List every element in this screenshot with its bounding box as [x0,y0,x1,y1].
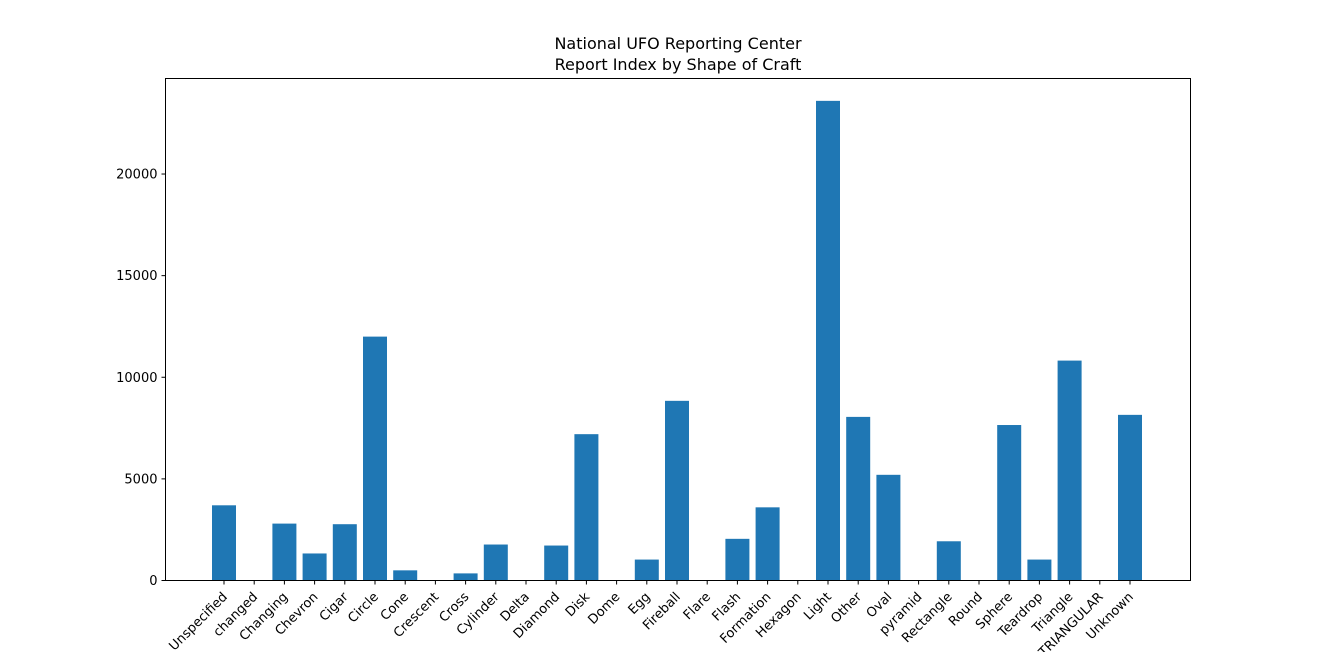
x-tick-label: Other [828,589,865,626]
plot-frame [165,78,1191,581]
chart-title: National UFO Reporting Center [554,34,801,53]
bar [1118,414,1142,581]
x-tick-label: Flare [681,590,714,623]
bar [755,507,780,581]
bar [302,553,327,581]
bar [332,524,357,581]
y-tick-label: 20000 [116,168,157,183]
bar [997,425,1022,581]
bar [634,559,659,581]
bar [212,505,236,581]
bars-group [212,100,1142,581]
x-tick-label: Circle [345,590,381,626]
x-tick-label: Dome [585,590,623,628]
bar [1057,360,1082,581]
y-tick-label: 5000 [124,472,157,487]
bar [1027,559,1052,581]
bar [846,416,871,581]
bar [453,573,478,581]
bar [876,474,901,581]
bar [483,544,508,581]
x-axis-ticks: UnspecifiedchangedChangingChevronCigarCi… [166,580,1137,652]
bar [393,570,418,581]
bar [272,523,297,581]
y-axis-ticks: 0 5000 10000 15000 20000 [116,168,166,589]
bar [574,434,599,581]
bar [816,100,840,581]
bar [665,400,689,581]
chart-subtitle: Report Index by Shape of Craft [555,55,802,74]
bar [544,545,569,581]
bar [363,336,387,581]
bar [936,541,961,581]
bar [725,538,750,581]
x-tick-label: Cigar [317,589,352,624]
y-tick-label: 10000 [116,371,157,386]
y-tick-label: 0 [149,574,157,589]
y-tick-label: 15000 [116,269,157,284]
